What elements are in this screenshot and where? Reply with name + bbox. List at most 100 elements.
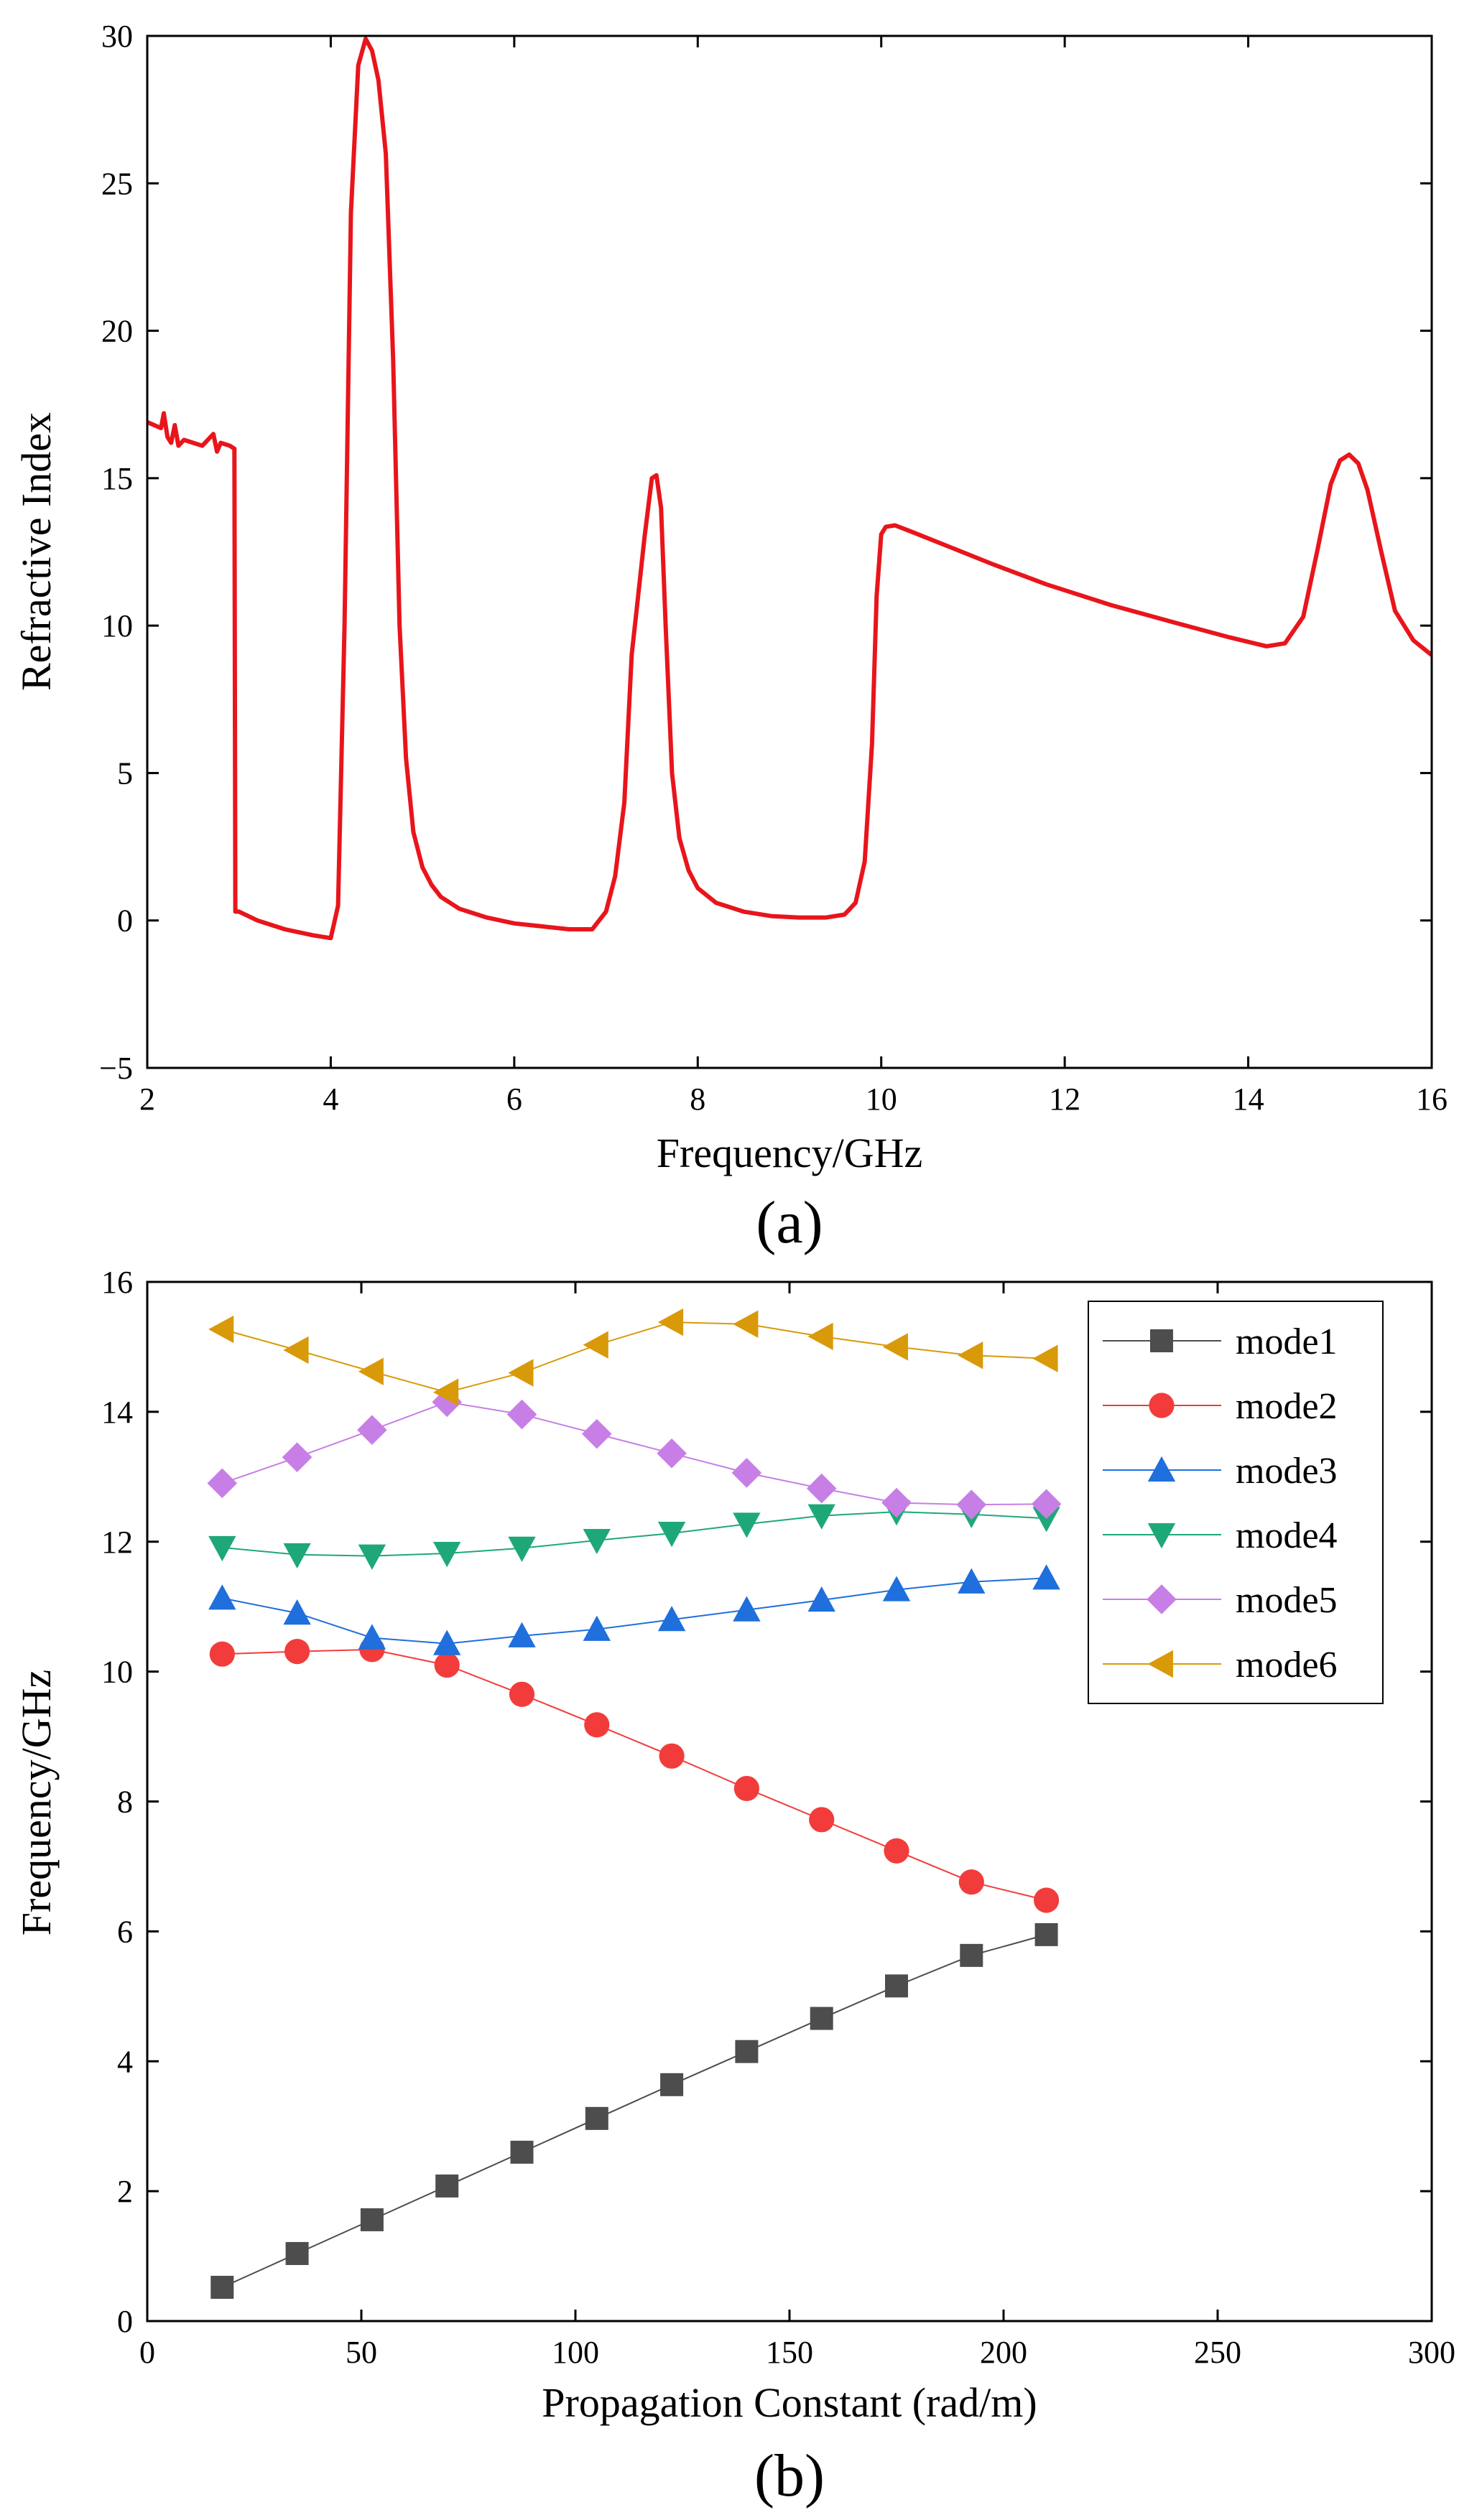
point-mode1: [1034, 1922, 1058, 1946]
point-mode5: [731, 1458, 762, 1488]
series-line-mode6: [222, 1321, 1047, 1393]
x-tick-label: 0: [139, 2335, 155, 2370]
point-mode3: [283, 1599, 311, 1625]
point-mode6: [733, 1310, 759, 1338]
x-tick-label: 10: [866, 1082, 897, 1117]
point-mode5: [657, 1438, 687, 1469]
point-mode6: [433, 1378, 459, 1406]
legend-label-mode2: mode2: [1236, 1386, 1338, 1427]
point-mode6: [657, 1308, 684, 1336]
x-axis-title-a: Frequency/GHz: [657, 1130, 922, 1176]
point-mode6: [1032, 1344, 1058, 1372]
point-mode5: [207, 1468, 238, 1499]
y-tick-label: 0: [117, 2304, 133, 2339]
point-mode1: [810, 2007, 833, 2030]
point-mode4: [358, 1544, 386, 1570]
point-mode4: [583, 1528, 611, 1555]
point-mode2: [434, 1652, 460, 1678]
point-mode5: [881, 1487, 912, 1518]
series-line-refractive-index: [147, 37, 1432, 941]
y-tick-label: 16: [101, 1265, 133, 1300]
point-mode4: [733, 1512, 761, 1538]
point-mode1: [585, 2106, 608, 2130]
y-axis-title-a: Refractive Index: [13, 412, 60, 691]
legend-box: [1088, 1301, 1384, 1704]
y-tick-label: 25: [101, 166, 133, 201]
point-mode6: [208, 1315, 234, 1344]
point-mode3: [882, 1576, 911, 1601]
point-mode6: [958, 1341, 983, 1370]
legend-label-mode3: mode3: [1236, 1451, 1338, 1492]
point-mode2: [958, 1869, 984, 1895]
point-mode3: [733, 1596, 761, 1622]
point-mode4: [657, 1521, 686, 1548]
y-tick-label: 14: [101, 1395, 133, 1430]
series-line-mode3: [222, 1577, 1047, 1645]
x-tick-label: 12: [1049, 1082, 1080, 1117]
point-mode5: [357, 1415, 387, 1445]
legend-marker-mode6: [1147, 1650, 1173, 1678]
x-tick-label: 2: [139, 1082, 155, 1117]
point-mode2: [733, 1775, 759, 1802]
panel-label-b: (b): [754, 2442, 825, 2509]
x-tick-label: 250: [1194, 2335, 1241, 2370]
y-tick-label: 0: [117, 903, 133, 939]
x-tick-label: 6: [506, 1082, 522, 1117]
x-tick-label: 300: [1408, 2335, 1455, 2370]
point-mode2: [1034, 1887, 1060, 1913]
point-mode5: [282, 1442, 312, 1472]
x-tick-label: 4: [323, 1082, 338, 1117]
point-mode3: [508, 1622, 536, 1647]
y-tick-label: 20: [101, 314, 133, 349]
y-tick-label: 5: [117, 755, 133, 791]
point-mode6: [807, 1322, 833, 1351]
point-mode3: [433, 1629, 461, 1655]
y-tick-label: 8: [117, 1785, 133, 1820]
x-tick-label: 150: [766, 2335, 813, 2370]
x-tick-label: 14: [1233, 1082, 1264, 1117]
point-mode1: [285, 2241, 309, 2265]
point-mode1: [885, 1974, 908, 1998]
y-tick-label: 2: [117, 2174, 133, 2209]
point-mode4: [807, 1504, 835, 1530]
point-mode2: [659, 1743, 685, 1769]
panel-label-a: (a): [756, 1189, 823, 1256]
series-line-mode4: [222, 1511, 1047, 1557]
y-axis-title-b: Frequency/GHz: [13, 1670, 60, 1935]
x-tick-label: 100: [552, 2335, 599, 2370]
point-mode1: [660, 2073, 684, 2096]
point-mode4: [508, 1536, 536, 1562]
plot-frame-a: [146, 34, 1433, 1069]
legend: mode1 mode2 mode3 mode4 mode5 mode6: [1088, 1301, 1384, 1704]
point-mode2: [509, 1681, 535, 1707]
y-tick-label: 6: [117, 1914, 133, 1949]
point-mode5: [956, 1489, 987, 1520]
legend-label-mode5: mode5: [1236, 1580, 1338, 1621]
y-tick-label: 12: [101, 1525, 133, 1560]
x-tick-label: 8: [690, 1082, 705, 1117]
point-mode5: [582, 1418, 612, 1449]
series-line-mode1: [221, 1933, 1047, 2288]
point-mode4: [433, 1542, 461, 1568]
plot-area-a: [147, 36, 1432, 1068]
x-tick-label: 16: [1416, 1082, 1448, 1117]
point-mode3: [358, 1624, 386, 1650]
point-mode1: [510, 2140, 534, 2164]
legend-marker-mode5: [1147, 1584, 1177, 1614]
point-mode5: [1031, 1489, 1062, 1520]
point-mode6: [882, 1333, 908, 1361]
point-mode2: [884, 1838, 909, 1864]
point-mode1: [210, 2275, 234, 2299]
point-mode5: [506, 1399, 537, 1430]
legend-marker-mode2: [1149, 1392, 1175, 1418]
legend-label-mode1: mode1: [1236, 1321, 1338, 1362]
point-mode2: [284, 1638, 310, 1665]
point-mode3: [958, 1568, 986, 1594]
y-tick-label: −5: [99, 1051, 133, 1086]
legend-label-mode4: mode4: [1236, 1515, 1338, 1556]
point-mode5: [806, 1473, 837, 1504]
point-mode6: [358, 1357, 384, 1386]
point-mode4: [283, 1543, 311, 1569]
point-mode4: [208, 1535, 236, 1562]
point-mode3: [807, 1586, 835, 1612]
